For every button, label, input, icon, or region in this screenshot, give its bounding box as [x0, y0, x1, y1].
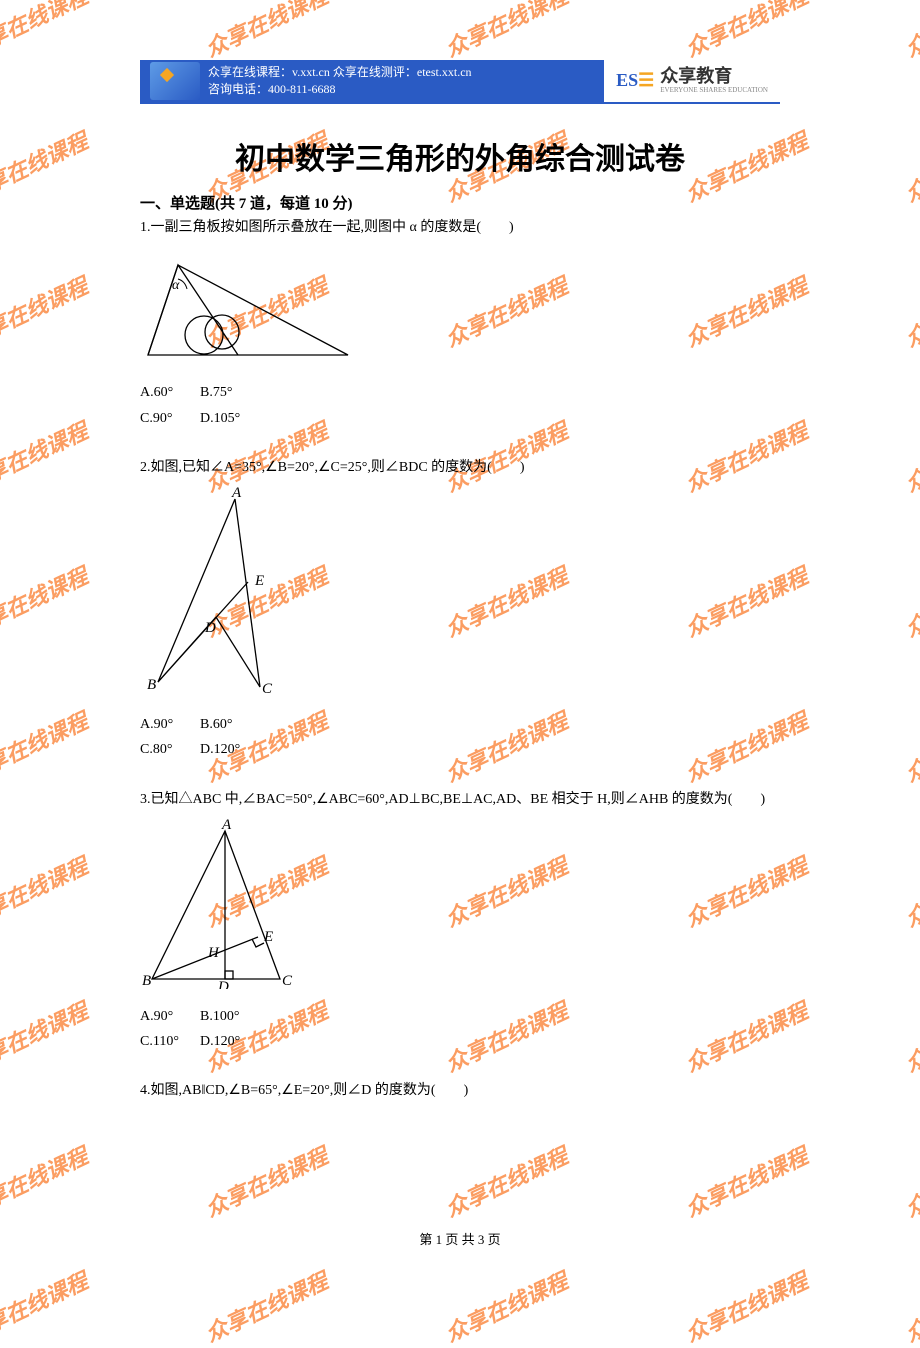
- question-3: 3.已知△ABC 中,∠BAC=50°,∠ABC=60°,AD⊥BC,BE⊥AC…: [140, 789, 780, 811]
- figure-3: A B C D E H: [140, 819, 780, 994]
- header-bar: 众享在线课程：v.xxt.cn 众享在线测评：etest.xxt.cn 咨询电话…: [140, 60, 780, 104]
- section-title: 一、单选题(共 7 道，每道 10 分): [140, 192, 780, 213]
- ese-logo: ES☰: [616, 70, 654, 91]
- header-puzzle-icon: [150, 62, 200, 100]
- options-2: A.90° B.60° C.80° D.120°: [140, 712, 780, 762]
- options-1: A.60° B.75° C.90° D.105°: [140, 380, 780, 430]
- opt-3c: C.110°: [140, 1029, 200, 1054]
- page-title: 初中数学三角形的外角综合测试卷: [140, 134, 780, 178]
- svg-text:C: C: [262, 681, 273, 697]
- svg-text:α: α: [172, 278, 180, 293]
- opt-1d: D.105°: [200, 406, 240, 431]
- svg-text:B: B: [142, 973, 151, 989]
- opt-1c: C.90°: [140, 406, 200, 431]
- figure-2: A B C D E: [140, 487, 780, 702]
- figure-1: α: [140, 247, 780, 370]
- options-3: A.90° B.100° C.110° D.120°: [140, 1004, 780, 1054]
- question-1: 1.一副三角板按如图所示叠放在一起,则图中 α 的度数是( ): [140, 217, 780, 239]
- page-footer: 第 1 页 共 3 页: [0, 1229, 920, 1248]
- svg-text:C: C: [282, 973, 293, 989]
- brand-text: 众享教育 EVERYONE SHARES EDUCATION: [660, 67, 768, 94]
- brand-en: EVERYONE SHARES EDUCATION: [660, 87, 768, 95]
- svg-text:A: A: [221, 819, 232, 833]
- opt-3a: A.90°: [140, 1004, 200, 1029]
- svg-text:D: D: [204, 620, 216, 636]
- svg-text:A: A: [231, 487, 242, 501]
- svg-text:E: E: [263, 929, 273, 945]
- header-line1: 众享在线课程：v.xxt.cn 众享在线测评：etest.xxt.cn: [208, 64, 472, 81]
- opt-1a: A.60°: [140, 380, 200, 405]
- brand-cn: 众享教育: [660, 67, 768, 87]
- opt-3d: D.120°: [200, 1029, 240, 1054]
- opt-2b: B.60°: [200, 712, 232, 737]
- svg-text:H: H: [207, 945, 220, 961]
- opt-2c: C.80°: [140, 737, 200, 762]
- opt-2a: A.90°: [140, 712, 200, 737]
- opt-1b: B.75°: [200, 380, 232, 405]
- question-2: 2.如图,已知∠A=35°,∠B=20°,∠C=25°,则∠BDC 的度数为( …: [140, 457, 780, 479]
- opt-2d: D.120°: [200, 737, 240, 762]
- header-left: 众享在线课程：v.xxt.cn 众享在线测评：etest.xxt.cn 咨询电话…: [140, 60, 604, 102]
- svg-text:D: D: [217, 979, 229, 989]
- question-4: 4.如图,AB‖CD,∠B=65°,∠E=20°,则∠D 的度数为( ): [140, 1080, 780, 1102]
- opt-3b: B.100°: [200, 1004, 239, 1029]
- svg-text:E: E: [254, 573, 264, 589]
- header-text: 众享在线课程：v.xxt.cn 众享在线测评：etest.xxt.cn 咨询电话…: [208, 64, 472, 98]
- document-content: 众享在线课程：v.xxt.cn 众享在线测评：etest.xxt.cn 咨询电话…: [0, 0, 920, 1103]
- header-right: ES☰ 众享教育 EVERYONE SHARES EDUCATION: [604, 67, 780, 94]
- header-line2: 咨询电话：400-811-6688: [208, 81, 472, 98]
- svg-text:B: B: [147, 677, 156, 693]
